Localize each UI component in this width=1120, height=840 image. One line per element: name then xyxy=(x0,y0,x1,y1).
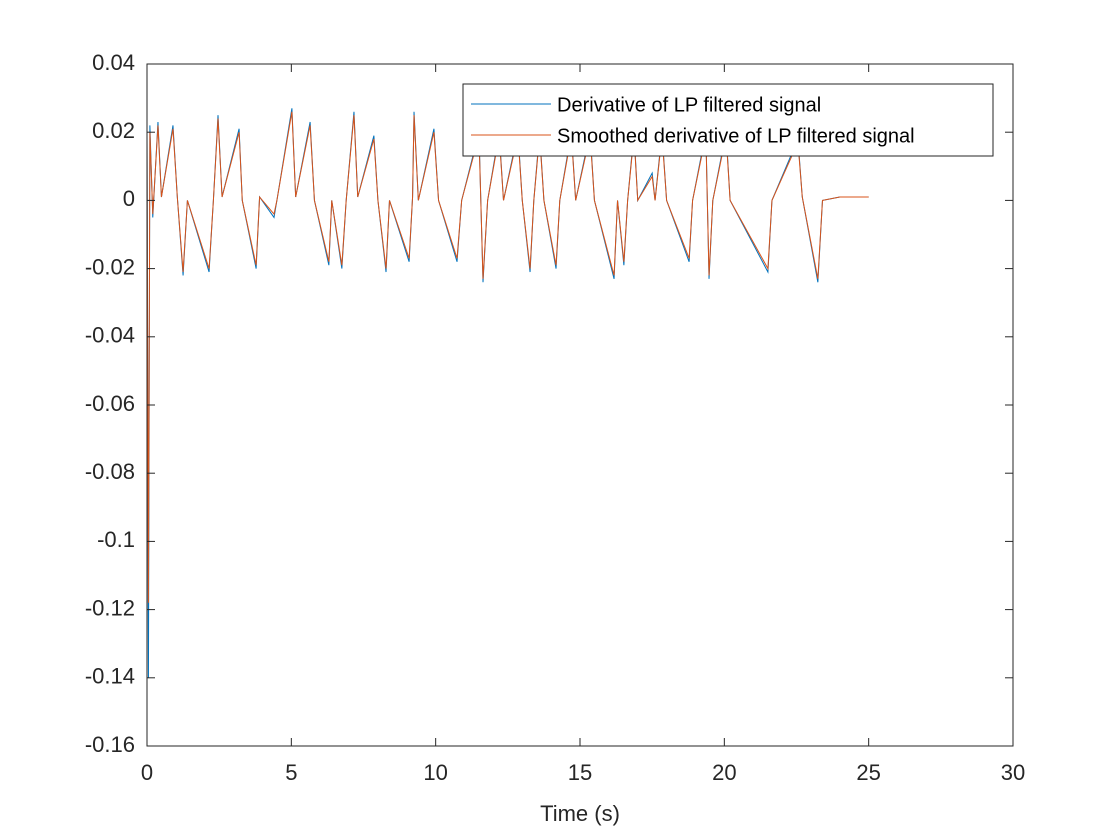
y-tick-label: -0.06 xyxy=(85,391,135,416)
y-tick-label: 0.04 xyxy=(92,50,135,75)
x-tick-label: 0 xyxy=(141,760,153,785)
marks xyxy=(146,108,869,678)
y-tick-label: 0 xyxy=(123,186,135,211)
plot-area xyxy=(147,64,1013,746)
legend-box xyxy=(462,83,994,157)
y-tick-label: -0.14 xyxy=(85,664,135,689)
x-tick-label: 20 xyxy=(712,760,736,785)
y-tick-label: -0.02 xyxy=(85,254,135,279)
legend-label: Derivative of LP filtered signal xyxy=(557,94,821,116)
y-tick-label: -0.08 xyxy=(85,459,135,484)
y-tick-label: -0.04 xyxy=(85,323,135,348)
x-axis-label: Time (s) xyxy=(540,801,620,826)
x-tick-label: 30 xyxy=(1001,760,1025,785)
x-tick-label: 5 xyxy=(285,760,297,785)
legend-label: Smoothed derivative of LP filtered signa… xyxy=(557,125,915,147)
x-tick-label: 25 xyxy=(856,760,880,785)
y-tick-label: 0.02 xyxy=(92,118,135,143)
series-line xyxy=(146,111,869,603)
x-tick-label: 15 xyxy=(568,760,592,785)
y-tick-label: -0.16 xyxy=(85,732,135,757)
y-tick-label: -0.1 xyxy=(97,527,135,552)
x-tick-label: 10 xyxy=(423,760,447,785)
y-tick-label: -0.12 xyxy=(85,595,135,620)
